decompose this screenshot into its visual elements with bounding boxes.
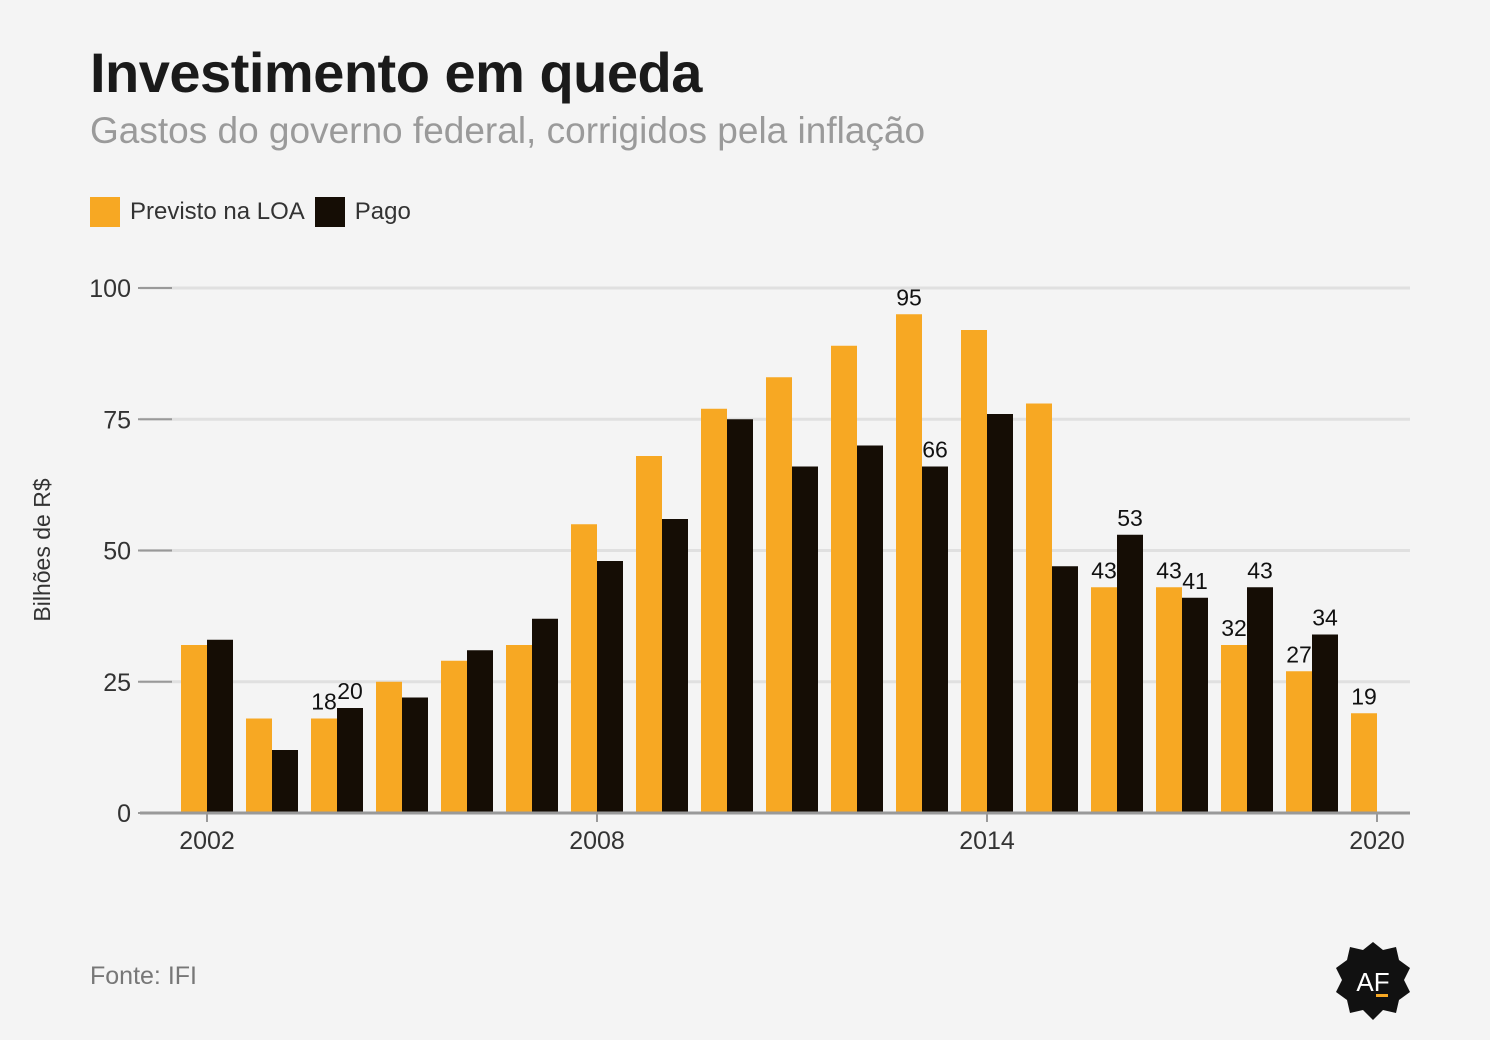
x-tick-label: 2002 <box>179 827 235 855</box>
bar-pago <box>662 519 688 813</box>
bar-pago <box>792 466 818 813</box>
bar-pago <box>467 650 493 813</box>
bar-previsto <box>896 314 922 813</box>
legend-swatch-previsto <box>90 197 120 227</box>
legend-swatch-pago <box>314 197 345 227</box>
bar-pago <box>987 414 1013 813</box>
data-label: 19 <box>1351 683 1377 709</box>
x-tick-label: 2014 <box>959 827 1015 855</box>
bar-pago <box>1117 534 1143 813</box>
bar-previsto <box>376 681 402 813</box>
bar-pago <box>1052 566 1078 813</box>
bar-previsto <box>441 660 467 813</box>
chart-subtitle: Gastos do governo federal, corrigidos pe… <box>90 110 926 151</box>
data-label: 43 <box>1156 557 1182 583</box>
data-label: 53 <box>1117 505 1143 531</box>
bar-previsto <box>506 645 532 813</box>
bar-pago <box>922 466 948 813</box>
axes: 0 25 50 75 100 2002 2008 2014 2020 <box>89 275 1410 855</box>
bar-previsto <box>1221 645 1247 813</box>
bar-pago <box>597 561 623 813</box>
bar-previsto <box>701 408 727 813</box>
bar-pago <box>727 419 753 813</box>
bar-previsto <box>571 524 597 813</box>
bar-pago <box>1182 597 1208 813</box>
data-label: 18 <box>311 689 337 715</box>
legend: Previsto na LOA Pago <box>90 197 421 227</box>
data-label: 27 <box>1286 641 1312 667</box>
data-label: 43 <box>1247 557 1273 583</box>
y-tick-label: 75 <box>103 406 131 434</box>
bar-previsto <box>1026 403 1052 813</box>
y-tick-label: 25 <box>103 669 131 697</box>
chart-title: Investimento em queda <box>90 41 702 104</box>
bar-previsto <box>1156 587 1182 813</box>
bar-previsto <box>1351 713 1377 813</box>
data-label: 32 <box>1221 615 1247 641</box>
x-tick-label: 2008 <box>569 827 625 855</box>
bar-pago <box>207 639 233 813</box>
bar-pago <box>1247 587 1273 813</box>
bar-pago <box>337 708 363 813</box>
bar-pago <box>857 445 883 813</box>
legend-item-pago: Pago <box>314 197 411 227</box>
logo-badge-icon <box>1336 942 1410 1020</box>
bar-pago <box>1312 634 1338 813</box>
bar-pago <box>272 750 298 813</box>
legend-label-pago: Pago <box>354 198 411 225</box>
bar-previsto <box>636 456 662 813</box>
data-label: 20 <box>337 678 363 704</box>
bars <box>181 314 1377 813</box>
legend-item-previsto: Previsto na LOA <box>90 197 305 227</box>
y-tick-label: 100 <box>89 275 131 303</box>
bar-previsto <box>311 718 337 813</box>
bar-previsto <box>181 645 207 813</box>
data-label: 34 <box>1312 605 1338 631</box>
bar-previsto <box>1286 671 1312 813</box>
bar-previsto <box>831 345 857 813</box>
bar-previsto <box>961 330 987 813</box>
bar-pago <box>532 618 558 813</box>
y-tick-label: 50 <box>103 538 131 566</box>
legend-label-previsto: Previsto na LOA <box>130 198 305 225</box>
x-tick-label: 2020 <box>1349 827 1405 855</box>
source-note: Fonte: IFI <box>90 962 197 990</box>
data-label: 43 <box>1091 557 1117 583</box>
af-logo: AF <box>1336 942 1410 1020</box>
data-label: 95 <box>896 284 922 310</box>
bar-previsto <box>1091 587 1117 813</box>
bar-previsto <box>766 377 792 813</box>
data-label: 41 <box>1182 568 1208 594</box>
logo-accent-icon <box>1376 994 1388 997</box>
bar-previsto <box>246 718 272 813</box>
data-label: 66 <box>922 437 948 463</box>
logo-text: AF <box>1356 967 1389 997</box>
y-axis-label: Bilhões de R$ <box>29 478 55 621</box>
bar-pago <box>402 697 428 813</box>
y-tick-label: 0 <box>117 800 131 828</box>
